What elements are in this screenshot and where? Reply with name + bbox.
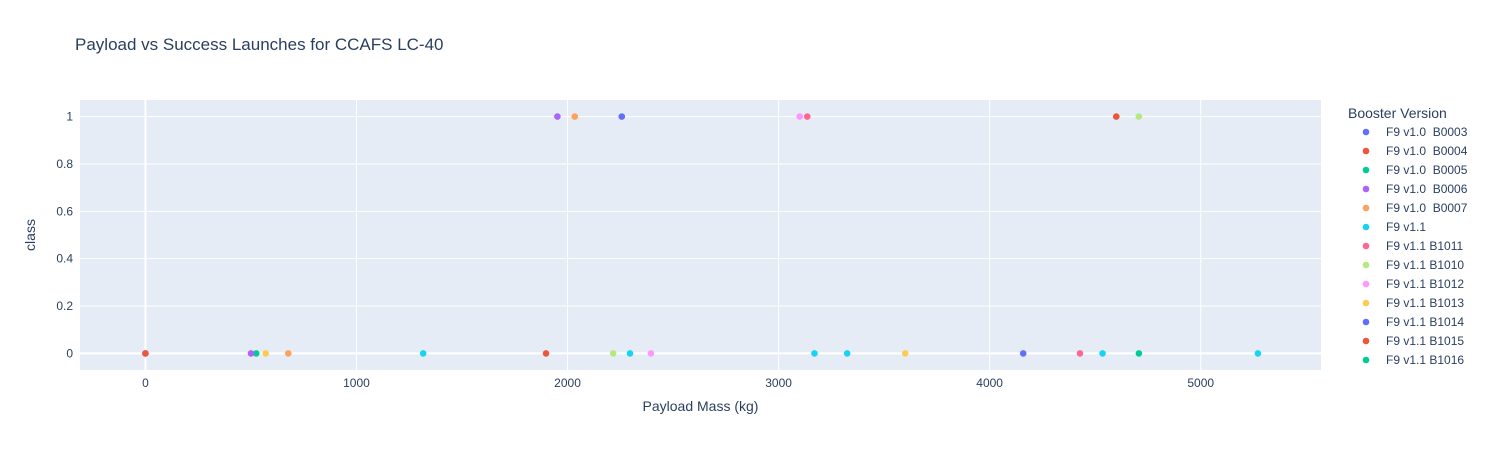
data-point[interactable] [626,350,634,357]
y-tick-label: 0.6 [56,204,73,218]
legend-item-label[interactable]: F9 v1.1 B1012 [1386,277,1464,291]
y-tick-label: 0.4 [56,252,73,266]
data-point[interactable] [1019,350,1027,357]
y-axis-title: class [22,219,38,251]
legend-item-label[interactable]: F9 v1.1 B1010 [1386,258,1464,272]
data-points [142,113,1262,357]
legend-marker[interactable] [1362,280,1370,288]
x-tick-label: 5000 [1187,376,1214,390]
legend-item-label[interactable]: F9 v1.0 B0005 [1386,163,1468,177]
plot-area [80,100,1321,370]
data-point[interactable] [554,113,561,120]
data-point[interactable] [142,350,149,357]
data-point[interactable] [285,350,292,357]
data-point[interactable] [1076,350,1084,357]
x-tick-label: 2000 [554,376,581,390]
legend-item-label[interactable]: F9 v1.1 B1016 [1386,353,1464,367]
data-point[interactable] [803,113,811,120]
data-point[interactable] [419,350,427,357]
y-tick-label: 0 [66,346,73,360]
data-point[interactable] [542,350,550,357]
data-point[interactable] [609,350,617,357]
data-point[interactable] [247,350,255,357]
legend-item-label[interactable]: F9 v1.0 B0006 [1386,182,1468,196]
legend-item-label[interactable]: F9 v1.1 B1011 [1386,239,1463,253]
data-point[interactable] [262,350,270,357]
x-tick-labels: 0 1000 2000 3000 4000 5000 [142,376,1214,390]
legend-title: Booster Version [1348,105,1447,121]
y-tick-labels: 0 0.2 0.4 0.6 0.8 1 [56,110,73,361]
legend-marker[interactable] [1362,223,1370,231]
legend-item-label[interactable]: F9 v1.1 B1015 [1386,334,1464,348]
x-tick-label: 4000 [976,376,1003,390]
y-tick-label: 1 [66,110,73,124]
x-axis-title: Payload Mass (kg) [643,398,759,414]
legend-marker[interactable] [1362,204,1370,212]
data-point[interactable] [901,350,909,357]
legend-marker[interactable] [1362,242,1370,250]
data-point[interactable] [1254,350,1262,357]
legend-item-label[interactable]: F9 v1.1 B1013 [1386,296,1464,310]
data-point[interactable] [843,350,851,357]
legend-marker[interactable] [1362,128,1370,136]
legend-marker[interactable] [1362,185,1370,193]
x-tick-label: 0 [142,376,149,390]
data-point[interactable] [618,113,626,120]
data-point[interactable] [1112,113,1120,120]
legend-item-label[interactable]: F9 v1.1 [1386,220,1426,234]
data-point[interactable] [1135,113,1143,120]
legend-item-label[interactable]: F9 v1.0 B0007 [1386,201,1468,215]
data-point[interactable] [647,350,655,357]
y-tick-label: 0.2 [56,299,73,313]
legend-marker[interactable] [1362,356,1370,364]
legend-marker[interactable] [1362,318,1370,326]
legend-marker[interactable] [1362,261,1370,269]
legend-marker[interactable] [1362,147,1370,155]
data-point[interactable] [1135,350,1143,357]
data-point[interactable] [1099,350,1106,357]
data-point[interactable] [811,350,818,357]
legend-marker[interactable] [1362,337,1370,345]
chart-title: Payload vs Success Launches for CCAFS LC… [75,35,444,54]
x-tick-label: 1000 [343,376,370,390]
data-point[interactable] [796,113,803,120]
legend-item-label[interactable]: F9 v1.0 B0003 [1386,125,1468,139]
y-tick-label: 0.8 [56,157,73,171]
x-tick-label: 3000 [765,376,792,390]
legend-item-label[interactable]: F9 v1.1 B1014 [1386,315,1464,329]
data-point[interactable] [571,113,579,120]
legend-marker[interactable] [1362,299,1370,307]
legend-marker[interactable] [1362,166,1370,174]
legend: Booster Version F9 v1.0 B0003 F9 v1.0 B00… [1348,105,1468,367]
data-point[interactable] [252,350,260,357]
legend-item-label[interactable]: F9 v1.0 B0004 [1386,144,1468,158]
